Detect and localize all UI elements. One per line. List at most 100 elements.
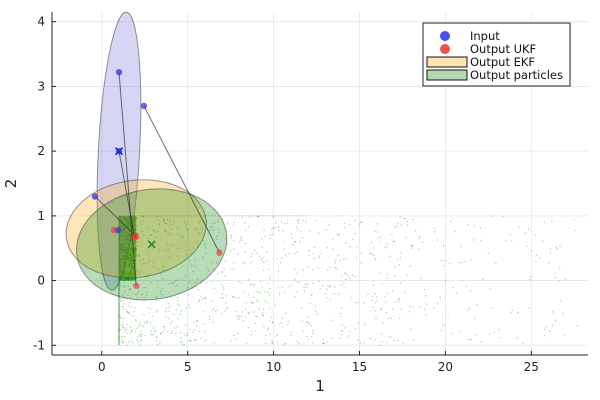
particle-point <box>349 246 351 248</box>
particle-point <box>137 255 139 257</box>
particle-point <box>522 342 524 345</box>
particle-point <box>247 279 250 281</box>
particle-point <box>202 323 205 325</box>
particle-point <box>140 334 142 337</box>
particle-point <box>294 268 296 270</box>
particle-point <box>143 313 145 316</box>
particle-point <box>241 311 244 313</box>
particle-point <box>303 343 305 345</box>
particle-point <box>162 269 164 271</box>
particle-point <box>312 342 314 344</box>
particle-point <box>308 323 310 325</box>
particle-point <box>351 274 354 276</box>
particle-point <box>198 330 201 333</box>
particle-point <box>288 252 290 254</box>
particle-point <box>454 231 456 233</box>
particle-point <box>502 215 504 218</box>
particle-point <box>126 324 129 326</box>
particle-point <box>238 297 240 299</box>
particle-point <box>247 311 250 314</box>
particle-point <box>165 257 167 260</box>
particle-point <box>154 229 156 231</box>
particle-point <box>343 222 346 224</box>
particle-point <box>213 268 215 270</box>
particle-point <box>307 316 310 318</box>
particle-point <box>262 269 265 271</box>
x-tick-label: 5 <box>184 360 192 374</box>
particle-point <box>145 287 147 289</box>
particle-point <box>196 320 198 322</box>
particle-point <box>374 339 376 341</box>
particle-point <box>127 311 129 313</box>
particle-point <box>274 304 276 306</box>
particle-point <box>372 306 374 308</box>
particle-point <box>302 219 304 221</box>
particle-point <box>226 223 228 225</box>
particle-point <box>371 253 373 255</box>
particle-point <box>154 330 156 333</box>
particle-point <box>144 335 146 337</box>
particle-point <box>160 290 162 293</box>
particle-point <box>315 220 317 222</box>
particle-point <box>482 278 484 280</box>
particle-point <box>143 234 145 236</box>
particle-point <box>126 310 128 313</box>
particle-point <box>248 312 250 315</box>
particle-point <box>249 216 251 218</box>
particle-point <box>534 234 536 237</box>
particle-point <box>135 327 137 330</box>
particle-point <box>292 243 294 246</box>
particle-point <box>518 226 520 229</box>
particle-point <box>127 341 130 343</box>
particle-point <box>367 293 369 296</box>
particle-point <box>175 309 178 311</box>
particle-point <box>195 339 197 341</box>
particle-point <box>189 340 191 343</box>
particle-point <box>199 295 201 297</box>
particle-point <box>183 221 186 223</box>
particle-point <box>217 220 220 223</box>
particle-point <box>290 233 293 235</box>
particle-point <box>215 310 217 312</box>
particle-point <box>375 296 378 298</box>
particle-point <box>323 342 325 344</box>
particle-point <box>340 284 342 286</box>
particle-point <box>213 287 215 290</box>
particle-point <box>269 278 271 280</box>
particle-point <box>139 333 141 335</box>
particle-point <box>255 252 257 254</box>
particle-point <box>535 254 538 256</box>
particle-point <box>263 229 265 231</box>
particle-point <box>170 228 172 231</box>
particle-point <box>169 225 171 227</box>
particle-point <box>142 325 145 327</box>
particle-point <box>129 326 132 328</box>
particle-point <box>229 268 232 271</box>
particle-point <box>252 285 254 287</box>
particle-point <box>272 216 275 218</box>
particle-point <box>150 281 153 284</box>
particle-point <box>182 279 184 281</box>
particle-point <box>187 237 190 239</box>
particle-point <box>264 342 267 345</box>
covariance-ellipses <box>65 11 228 301</box>
particle-point <box>126 344 128 346</box>
particle-point <box>555 246 558 248</box>
particle-point <box>295 227 298 229</box>
particle-point <box>198 299 201 302</box>
particle-point <box>333 293 336 295</box>
particle-point <box>254 322 256 325</box>
particle-point <box>247 293 250 296</box>
particle-point <box>305 221 307 223</box>
particle-point <box>329 266 331 268</box>
particle-point <box>391 233 393 236</box>
particle-point <box>164 230 166 232</box>
particle-point <box>120 336 123 338</box>
particle-point <box>135 331 137 333</box>
particle-point <box>162 265 164 267</box>
particle-point <box>183 334 185 336</box>
particle-point <box>220 283 222 286</box>
particle-point <box>160 293 162 295</box>
particle-point <box>221 271 223 273</box>
particle-point <box>159 342 161 344</box>
